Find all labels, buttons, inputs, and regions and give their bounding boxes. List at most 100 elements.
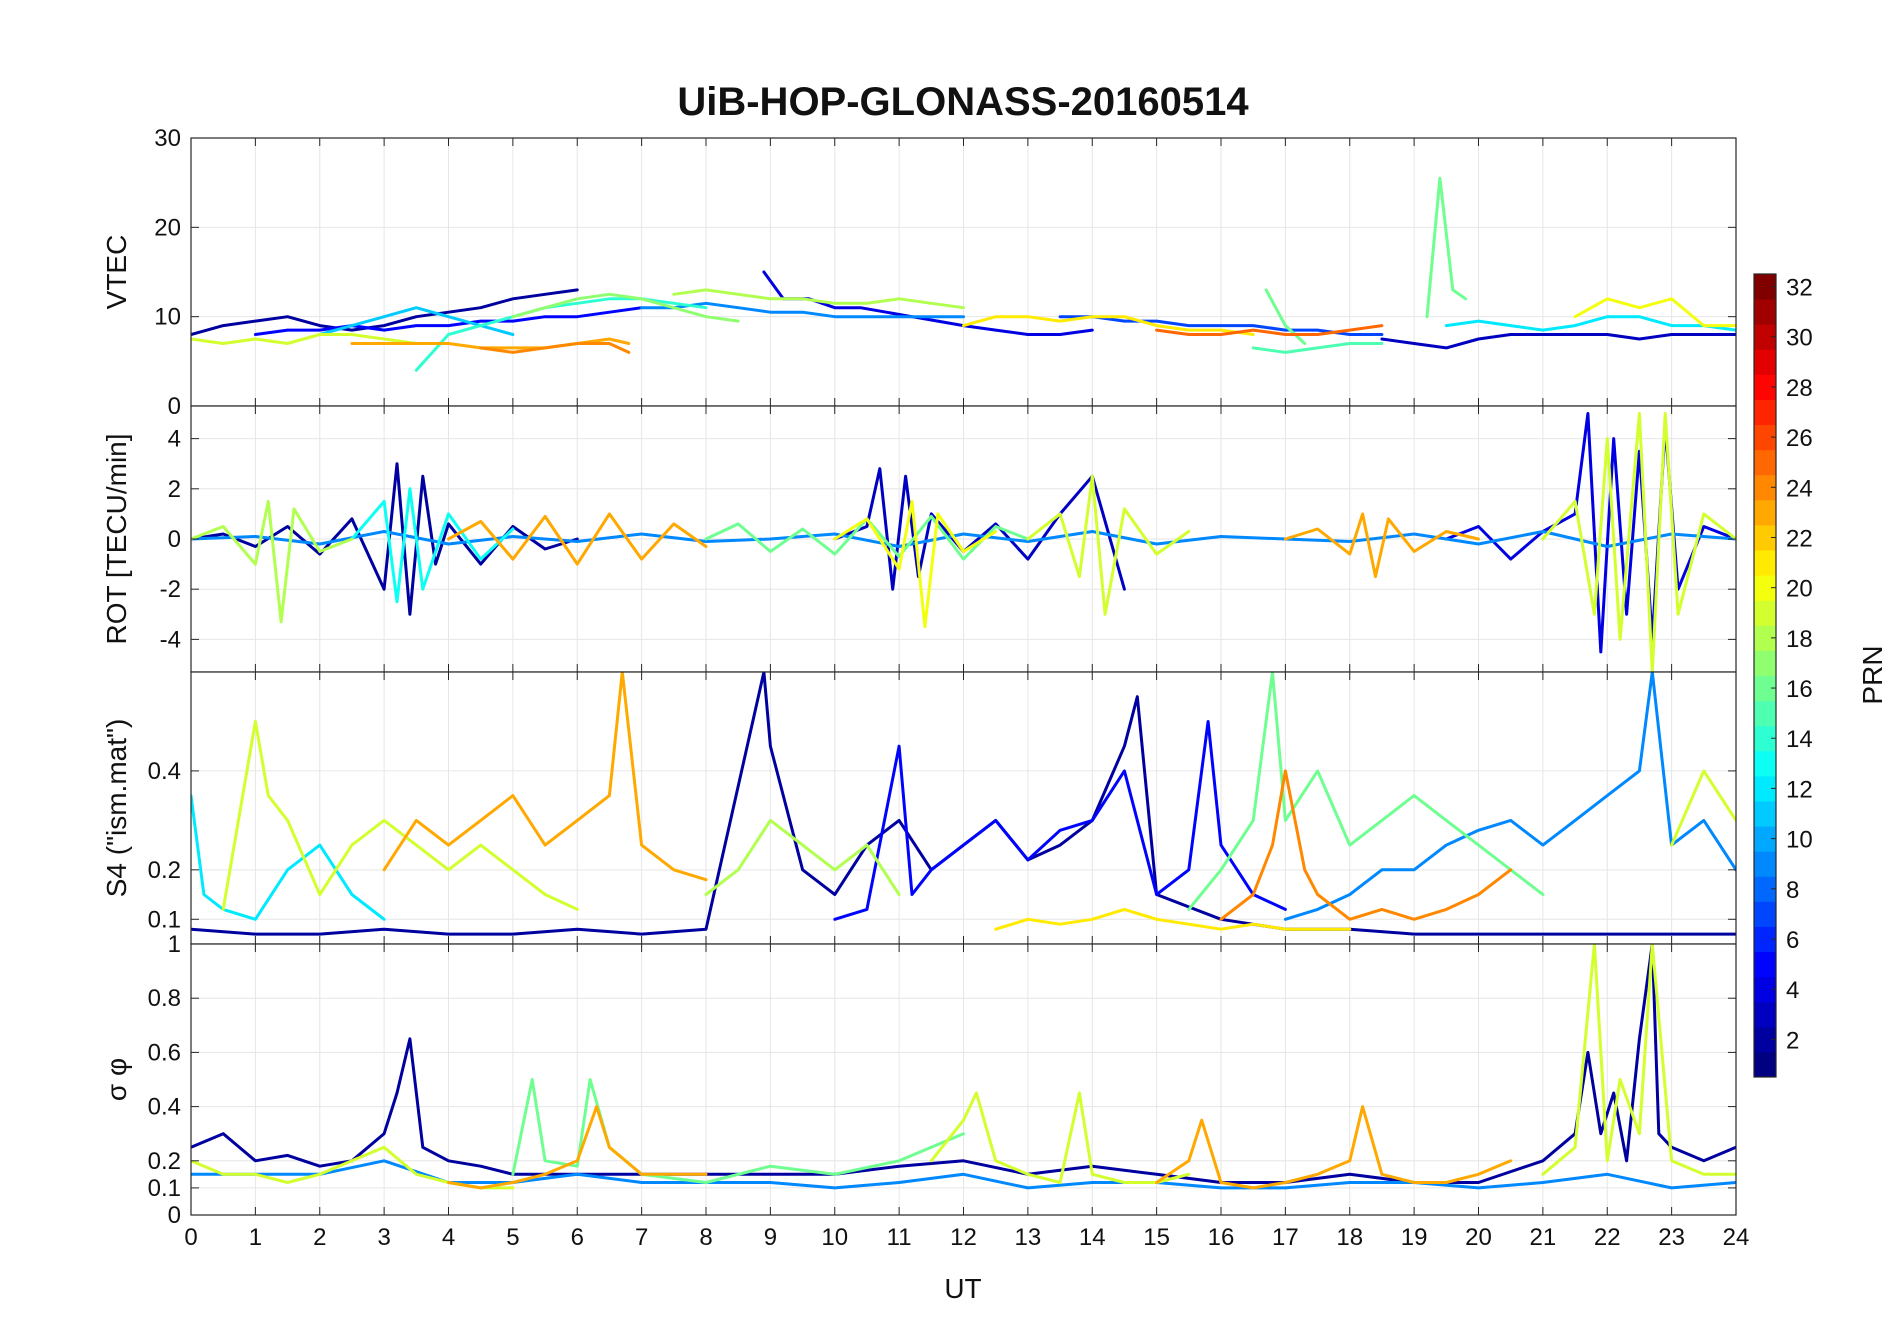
- colorbar-segment: [1754, 750, 1776, 777]
- panel-s4-traces: [191, 672, 1736, 936]
- colorbar-segment: [1754, 675, 1776, 702]
- colorbar-tick-label: 16: [1786, 676, 1813, 703]
- colorbar-tick-label: 2: [1786, 1027, 1799, 1054]
- x-tick-label: 23: [1658, 1224, 1685, 1251]
- x-tick-label: 0: [184, 1224, 197, 1251]
- x-tick-label: 18: [1336, 1224, 1363, 1251]
- x-tick-label: 21: [1530, 1224, 1557, 1251]
- panel-s4-trace-prn-5: [833, 720, 1287, 921]
- colorbar-segment: [1754, 800, 1776, 827]
- colorbar-tick-label: 20: [1786, 576, 1813, 603]
- colorbar-segment: [1754, 449, 1776, 476]
- panel-sigma-traces: [191, 944, 1736, 1190]
- x-tick-label: 14: [1079, 1224, 1106, 1251]
- colorbar-tick-label: 12: [1786, 776, 1813, 803]
- colorbar-tick-label: 26: [1786, 425, 1813, 452]
- panel-sigma-ylabel: σ φ: [101, 1058, 132, 1101]
- panel-sigma-trace-prn-23: [1155, 1105, 1513, 1190]
- x-tick-label: 17: [1272, 1224, 1299, 1251]
- panel-s4-ytick-label: 0.2: [148, 857, 181, 884]
- panel-rot-trace-prn-18: [191, 499, 354, 624]
- panel-rot-ytick-label: -2: [160, 576, 181, 603]
- colorbar-segment: [1754, 851, 1776, 877]
- panel-rot-ylabel: ROT [TECU/min]: [101, 433, 132, 644]
- panel-rot-trace-prn-19: [1026, 474, 1191, 616]
- panel-vtec-trace-prn-3: [1380, 333, 1736, 350]
- panel-rot-ytick-label: 0: [168, 526, 181, 553]
- panel-s4: 0.1 0.2 0.4 S4 ("ism.mat"): [101, 671, 1737, 945]
- colorbar-segment: [1754, 725, 1776, 752]
- colorbar-segment: [1754, 399, 1776, 426]
- colorbar-tick-label: 28: [1786, 375, 1813, 402]
- colorbar-segment: [1754, 1051, 1776, 1078]
- colorbar-segment: [1754, 901, 1776, 927]
- colorbar-segment: [1754, 826, 1776, 852]
- panel-sigma-ytick-label: 0.6: [148, 1039, 181, 1066]
- panel-vtec-ytick-label: 20: [154, 214, 181, 241]
- colorbar-segment: [1754, 299, 1776, 325]
- colorbar-segment: [1754, 274, 1776, 300]
- panel-s4-trace-prn-19: [1670, 769, 1736, 847]
- panel-sigma-trace-prn-2: [191, 944, 1736, 1184]
- x-tick-label: 12: [950, 1224, 977, 1251]
- panel-rot-trace-prn-13: [350, 487, 515, 604]
- colorbar-frame: [1753, 273, 1777, 1078]
- panel-sigma-trace-prn-19: [1541, 944, 1736, 1176]
- x-tick-label: 24: [1723, 1224, 1750, 1251]
- panel-vtec-ytick-label: 0: [168, 393, 181, 420]
- x-tick-label: 11: [887, 1224, 912, 1251]
- panel-rot-ytick-label: 4: [168, 426, 181, 453]
- colorbar-label: PRN: [1857, 645, 1888, 704]
- panel-vtec-ylabel: VTEC: [101, 235, 132, 310]
- panel-sigma-ytick-label: 0.1: [148, 1175, 181, 1202]
- colorbar-tick-label: 22: [1786, 525, 1813, 552]
- panel-sigma-trace-prn-23: [447, 1105, 708, 1190]
- panel-vtec-trace-prn-12: [1444, 315, 1736, 332]
- colorbar-tick-label: 10: [1786, 827, 1813, 854]
- colorbar-segment: [1754, 349, 1776, 375]
- panel-s4-trace-prn-19: [221, 720, 579, 911]
- panel-sigma-ytick-label: 1: [168, 931, 181, 958]
- panel-rot-ytick-label: -4: [160, 626, 181, 653]
- x-tick-label: 10: [821, 1224, 848, 1251]
- x-axis-tick-labels: 0 1 2 3 4 5 6 7 8 9 10 11 12 13 14 15 16 17 18 19 20 21 22 23 24: [184, 1224, 1749, 1251]
- chart-title: UiB-HOP-GLONASS-20160514: [677, 80, 1249, 124]
- panel-vtec-trace-prn-25: [1155, 324, 1384, 336]
- panel-rot: -4 -2 0 2 4 ROT [TECU/min]: [101, 405, 1737, 673]
- panel-vtec-trace-prn-5: [253, 306, 644, 336]
- panel-vtec-trace-prn-2: [191, 288, 579, 336]
- colorbar-tick-label: 30: [1786, 325, 1813, 352]
- panel-vtec-trace-prn-21: [962, 315, 1255, 336]
- panel-rot-trace-prn-20: [833, 499, 998, 629]
- colorbar-segment: [1754, 876, 1776, 902]
- panel-vtec-trace-prn-16: [1425, 176, 1468, 319]
- panel-vtec-ytick-label: 10: [154, 304, 181, 331]
- colorbar-segment: [1754, 625, 1776, 651]
- panel-rot-ytick-label: 2: [168, 476, 181, 503]
- x-tick-label: 3: [377, 1224, 390, 1251]
- colorbar-tick-label: 32: [1786, 275, 1813, 302]
- colorbar-segment: [1754, 775, 1776, 802]
- x-tick-label: 9: [764, 1224, 777, 1251]
- panel-s4-trace-prn-23: [382, 672, 708, 882]
- panel-vtec-trace-prn-17: [511, 292, 740, 323]
- x-tick-label: 13: [1015, 1224, 1042, 1251]
- panel-rot-trace-prn-23: [447, 512, 708, 566]
- x-tick-label: 19: [1401, 1224, 1428, 1251]
- colorbar-tick-label: 24: [1786, 475, 1813, 502]
- panel-vtec-trace-prn-15: [1251, 342, 1384, 354]
- panel-vtec-traces: [191, 176, 1736, 372]
- colorbar-tick-label: 14: [1786, 726, 1813, 753]
- panel-rot-trace-prn-9: [191, 530, 1736, 548]
- x-tick-label: 20: [1465, 1224, 1492, 1251]
- panel-vtec-trace-prn-20: [1573, 297, 1736, 328]
- colorbar-tick-label: 8: [1786, 877, 1799, 904]
- panel-sigma: 00.10.2 0.4 0.6 0.8 1 σ φ: [101, 931, 1737, 1229]
- panel-s4-trace-prn-18: [704, 818, 901, 896]
- colorbar-segment: [1754, 374, 1776, 400]
- colorbar-segment: [1754, 1026, 1776, 1053]
- panel-vtec-trace-prn-24: [479, 342, 631, 354]
